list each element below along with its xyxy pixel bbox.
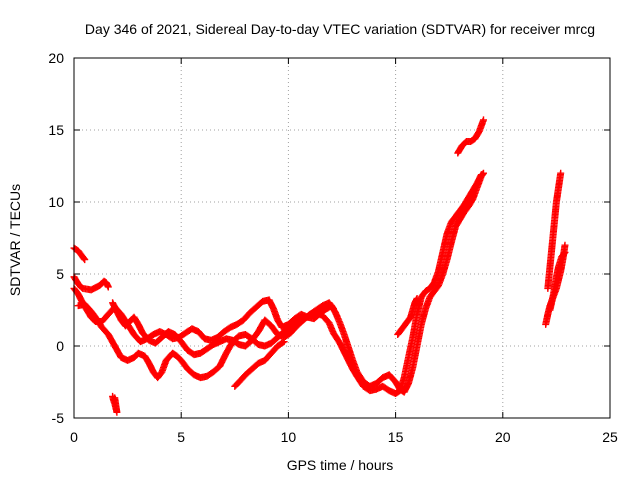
x-tick-label: 0 xyxy=(70,429,78,445)
y-tick-label: 15 xyxy=(48,122,64,138)
series-trace-11 xyxy=(544,169,565,292)
series-trace-4 xyxy=(74,171,485,398)
data-point xyxy=(104,283,112,291)
series-trace-7 xyxy=(394,294,421,338)
y-tick-label: 20 xyxy=(48,50,64,66)
series-trace-6 xyxy=(231,338,288,390)
data-point xyxy=(561,241,569,249)
y-tick-label: 10 xyxy=(48,194,64,210)
data-point xyxy=(279,339,287,347)
data-points-layer xyxy=(70,116,569,416)
series-trace-8 xyxy=(109,392,121,416)
grid-layer xyxy=(74,58,610,418)
x-tick-label: 10 xyxy=(281,429,297,445)
data-point xyxy=(80,255,88,263)
series-trace-3 xyxy=(70,169,488,396)
data-point xyxy=(557,169,565,177)
y-tick-label: 5 xyxy=(56,266,64,282)
y-tick-label: 0 xyxy=(56,338,64,354)
data-point xyxy=(560,249,568,257)
data-point xyxy=(480,116,488,124)
data-point xyxy=(329,303,337,311)
series-trace-9 xyxy=(454,116,488,157)
data-point xyxy=(280,338,288,346)
x-axis-label: GPS time / hours xyxy=(287,457,394,473)
x-tick-label: 20 xyxy=(495,429,511,445)
data-point xyxy=(413,294,421,302)
series-trace-5 xyxy=(109,299,337,359)
chart-title: Day 346 of 2021, Sidereal Day-to-day VTE… xyxy=(85,21,595,37)
y-tick-label: -5 xyxy=(52,410,65,426)
data-point xyxy=(81,256,89,264)
data-point xyxy=(477,171,485,179)
x-tick-label: 15 xyxy=(388,429,404,445)
x-tick-label: 5 xyxy=(177,429,185,445)
x-tick-label: 25 xyxy=(602,429,618,445)
series-trace-2 xyxy=(70,273,112,294)
data-point xyxy=(111,394,119,402)
plot-frame xyxy=(73,57,611,419)
tick-layer: 0 5 10 15 20 25 -5 0 5 10 15 20 xyxy=(48,50,618,445)
data-point xyxy=(329,305,337,313)
data-point xyxy=(561,248,569,256)
y-axis-label: SDTVAR / TECUs xyxy=(7,184,23,296)
series-trace-12 xyxy=(546,248,569,314)
series-trace-1 xyxy=(70,244,89,264)
